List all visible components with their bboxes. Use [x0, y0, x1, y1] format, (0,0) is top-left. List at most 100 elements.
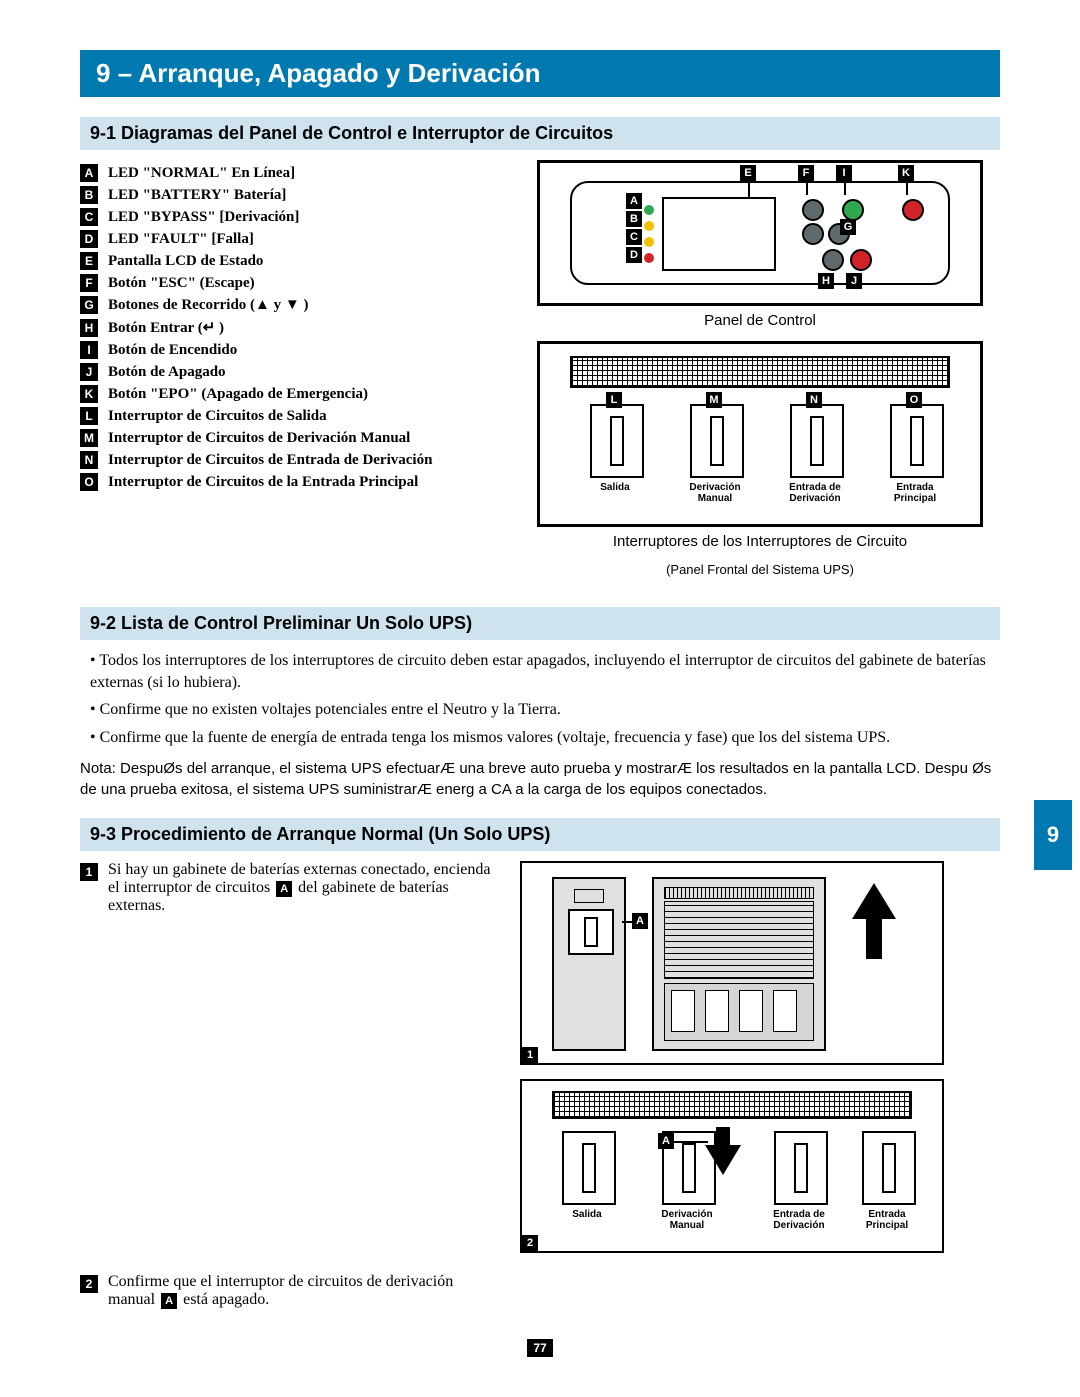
step-1-number: 1 [80, 863, 98, 881]
legend-letter: J [80, 363, 98, 381]
legend-letter: F [80, 274, 98, 292]
legend-letter: D [80, 230, 98, 248]
callout-H: H [818, 273, 834, 289]
legend-letter: E [80, 252, 98, 270]
fig2-grille [552, 1091, 912, 1119]
fig2-number: 2 [522, 1235, 538, 1251]
legend-text: LED "NORMAL" En Línea] [108, 165, 295, 182]
epo-button [902, 199, 924, 221]
fig2-label-4: Entrada Principal [852, 1209, 922, 1231]
breaker-N [790, 404, 844, 478]
breaker-L [590, 404, 644, 478]
step-1-refbox: A [276, 881, 292, 897]
legend-letter: N [80, 451, 98, 469]
enter-button [822, 249, 844, 271]
legend-text: Interruptor de Circuitos de Entrada de D… [108, 452, 432, 469]
callout-E: E [740, 165, 756, 181]
legend-text: Botón Entrar (↵ ) [108, 318, 224, 337]
section-9-1-heading: 9-1 Diagramas del Panel de Control e Int… [80, 117, 1000, 150]
battery-cabinet [552, 877, 626, 1051]
power-on-button [842, 199, 864, 221]
legend-text: LED "BATTERY" Batería] [108, 187, 286, 204]
legend-letter: A [80, 164, 98, 182]
legend-text: Pantalla LCD de Estado [108, 253, 263, 270]
callout-A: A [626, 193, 642, 209]
callout-D: D [626, 247, 642, 263]
callout-B: B [626, 211, 642, 227]
section-9-3-heading: 9-3 Procedimiento de Arranque Normal (Un… [80, 818, 1000, 851]
callout-I: I [836, 165, 852, 181]
callout-C: C [626, 229, 642, 245]
step-2-figure-box: A Salida Derivación Manual Entrada de De… [520, 1079, 944, 1253]
step1-callout-A: A [632, 913, 648, 929]
callout-N: N [806, 392, 822, 408]
callout-M: M [706, 392, 722, 408]
callout-K: K [898, 165, 914, 181]
legend-letter: K [80, 385, 98, 403]
legend-text: Interruptor de Circuitos de la Entrada P… [108, 474, 418, 491]
legend-letter: C [80, 208, 98, 226]
up-arrow-icon [852, 883, 896, 919]
led-battery [644, 221, 654, 231]
legend-text: Botón "ESC" (Escape) [108, 275, 255, 292]
callout-L: L [606, 392, 622, 408]
legend-letter: H [80, 319, 98, 337]
legend-letter: I [80, 341, 98, 359]
breaker-label-L: Salida [580, 482, 650, 493]
legend-text: Interruptor de Circuitos de Salida [108, 408, 327, 425]
legend-text: Botones de Recorrido (▲ y ▼ ) [108, 297, 309, 314]
fig1-number: 1 [522, 1047, 538, 1063]
manual-page: 9 – Arranque, Apagado y Derivación 9-1 D… [0, 0, 1080, 1397]
ups-cabinet [652, 877, 826, 1051]
legend-text: Botón "EPO" (Apagado de Emergencia) [108, 386, 368, 403]
step2-callout-A: A [658, 1133, 674, 1149]
legend-text: Botón de Encendido [108, 342, 237, 359]
front-panel-diagram: L M N O Salida Derivación Manual Entrada… [537, 341, 983, 527]
legend-letter: L [80, 407, 98, 425]
chapter-title: 9 – Arranque, Apagado y Derivación [80, 50, 1000, 97]
legend-text: Botón de Apagado [108, 364, 226, 381]
page-number: 77 [527, 1339, 553, 1357]
fig2-breaker-3 [774, 1131, 828, 1205]
fig2-breaker-4 [862, 1131, 916, 1205]
section-9-2-heading: 9-2 Lista de Control Preliminar Un Solo … [80, 607, 1000, 640]
power-off-button [850, 249, 872, 271]
legend-letter: O [80, 473, 98, 491]
control-panel-diagram: E F I K A B C D G H J [537, 160, 983, 306]
callout-G: G [840, 219, 856, 235]
bullet-2: Confirme que no existen voltajes potenci… [90, 699, 1000, 721]
bullet-3: Confirme que la fuente de energía de ent… [90, 727, 1000, 749]
fig2-label-2: Derivación Manual [652, 1209, 722, 1231]
breaker-O [890, 404, 944, 478]
legend-text: LED "BYPASS" [Derivación] [108, 209, 299, 226]
bullet-1: Todos los interruptores de los interrupt… [90, 650, 1000, 693]
callout-F: F [798, 165, 814, 181]
legend-list: A LED "NORMAL" En Línea] B LED "BATTERY" B… [80, 160, 500, 589]
esc-button [802, 199, 824, 221]
breaker-M [690, 404, 744, 478]
diagrams-column: E F I K A B C D G H J Panel de Control [520, 160, 1000, 589]
callout-O: O [906, 392, 922, 408]
vent-grille [570, 356, 950, 388]
section-9-1-body: A LED "NORMAL" En Línea] B LED "BATTERY" B… [80, 160, 1000, 589]
panel-caption: Panel de Control [520, 312, 1000, 329]
breaker-label-N: Entrada de Derivación [780, 482, 850, 504]
scroll-up-button [802, 223, 824, 245]
section-9-2-note: Nota: DespuØs del arranque, el sistema U… [80, 758, 1000, 800]
legend-letter: B [80, 186, 98, 204]
fig2-breaker-1 [562, 1131, 616, 1205]
callout-J: J [846, 273, 862, 289]
legend-letter: G [80, 296, 98, 314]
front-caption-2: (Panel Frontal del Sistema UPS) [520, 562, 1000, 577]
step-2-number: 2 [80, 1275, 98, 1293]
step-2-refbox: A [161, 1293, 177, 1309]
legend-letter: M [80, 429, 98, 447]
breaker-label-M: Derivación Manual [680, 482, 750, 504]
step-1-text: 1 Si hay un gabinete de baterías externa… [80, 861, 500, 915]
led-normal [644, 205, 654, 215]
fig2-label-3: Entrada de Derivación [764, 1209, 834, 1231]
lcd-screen [662, 197, 776, 271]
front-caption-1: Interruptores de los Interruptores de Ci… [520, 533, 1000, 550]
step-1-figure: A 1 A Salida Derivación Man [520, 861, 1000, 1253]
step-2-text: 2 Confirme que el interruptor de circuit… [80, 1273, 500, 1309]
